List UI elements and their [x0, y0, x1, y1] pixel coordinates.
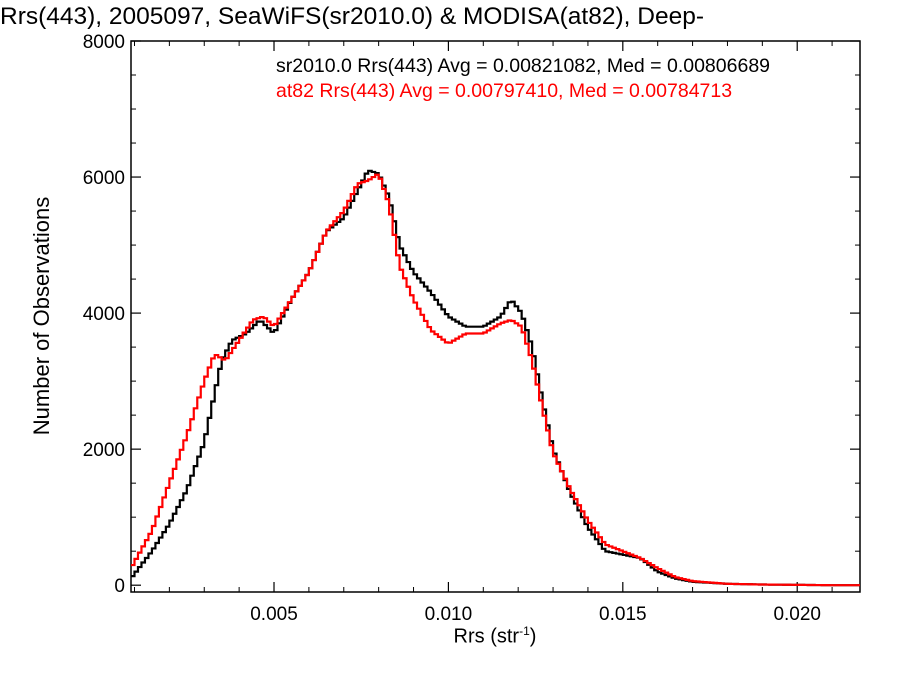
y-tick-label: 4000 — [83, 304, 125, 325]
plot-frame — [130, 40, 861, 593]
series-line-1 — [131, 169, 860, 587]
chart-title: Rrs(443), 2005097, SeaWiFS(sr2010.0) & M… — [0, 3, 704, 30]
y-tick-label: 8000 — [83, 32, 125, 53]
legend: sr2010.0 Rrs(443) Avg = 0.00821082, Med … — [276, 55, 770, 102]
x-axis-title-close: ) — [529, 625, 537, 648]
y-tick-label: 0 — [114, 576, 125, 597]
legend-entry-1: sr2010.0 Rrs(443) Avg = 0.00821082, Med … — [276, 55, 770, 77]
legend-entry-2: at82 Rrs(443) Avg = 0.00797410, Med = 0.… — [276, 80, 732, 102]
series-lines — [131, 169, 860, 587]
series-line-2 — [131, 173, 860, 587]
y-tick-label: 6000 — [83, 168, 125, 189]
x-axis-title: Rrs (str-1) — [454, 624, 537, 649]
x-tick-label: 0.020 — [773, 604, 821, 625]
x-axis-title-exponent: -1 — [519, 624, 530, 638]
y-axis-title: Number of Observations — [29, 196, 54, 436]
y-tick-label: 2000 — [83, 440, 125, 461]
axis-tick-labels: 0.005 0.010 0.015 0.020 0 2000 4000 6000 8000 — [83, 32, 821, 625]
x-tick-label: 0.015 — [599, 604, 647, 625]
x-tick-label: 0.005 — [250, 604, 298, 625]
x-tick-label: 0.010 — [425, 604, 473, 625]
x-axis-title-main: Rrs (str — [453, 625, 520, 648]
axis-ticks — [131, 40, 860, 592]
